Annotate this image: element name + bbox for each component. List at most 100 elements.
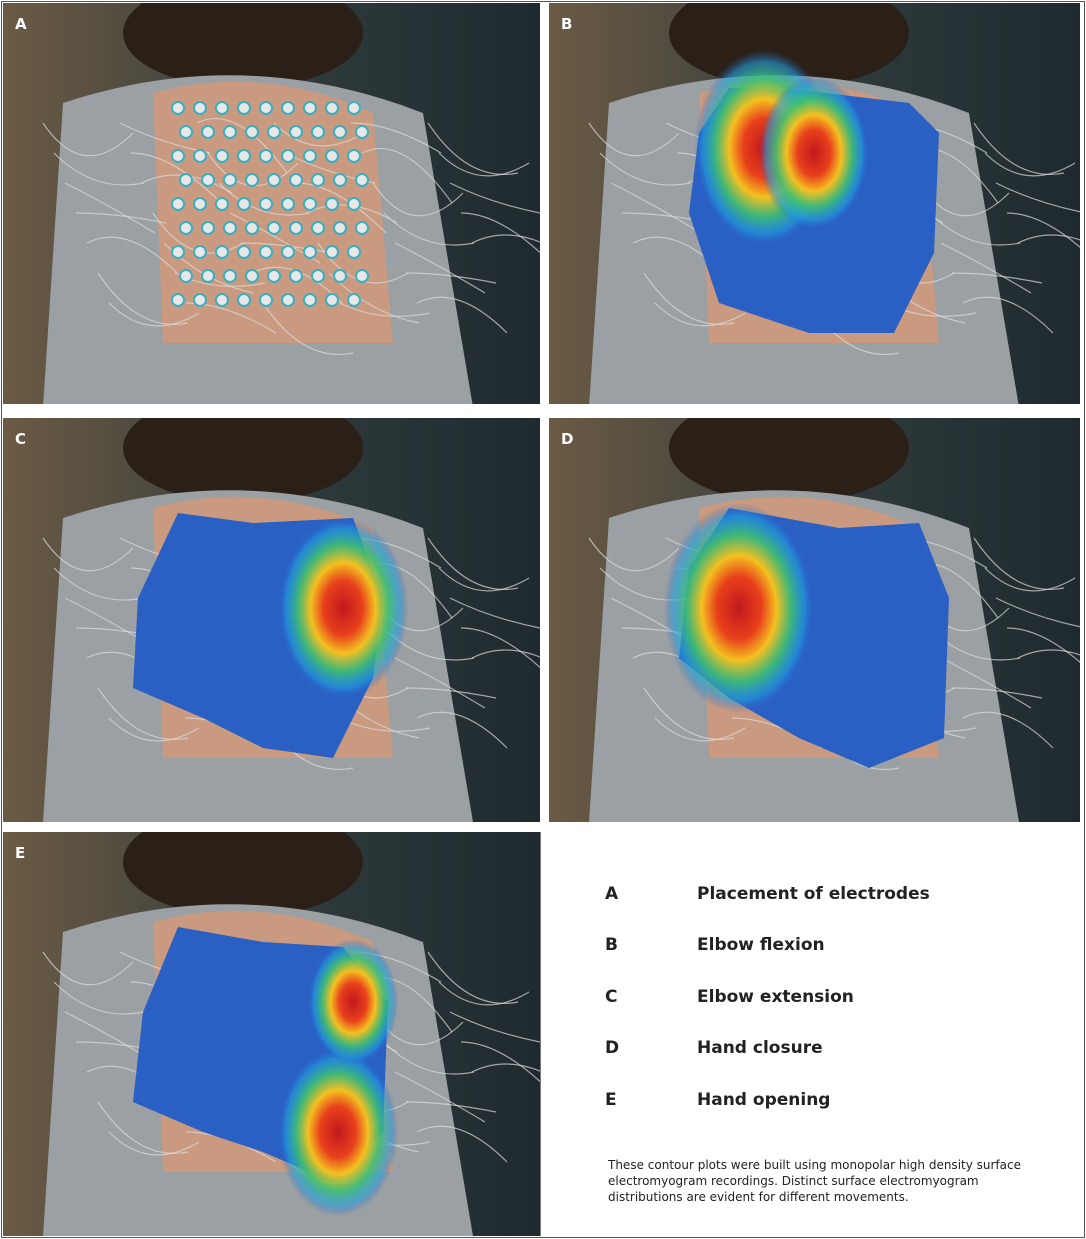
- electrode: [326, 294, 338, 306]
- electrode: [216, 150, 228, 162]
- electrode: [282, 294, 294, 306]
- panel-label: D: [561, 430, 573, 448]
- electrode: [202, 222, 214, 234]
- electrode: [224, 126, 236, 138]
- electrode: [312, 126, 324, 138]
- electrode: [216, 294, 228, 306]
- electrode: [180, 222, 192, 234]
- electrode: [312, 270, 324, 282]
- electrode: [348, 198, 360, 210]
- electrode: [334, 270, 346, 282]
- heat-spot: [664, 503, 814, 713]
- electrode: [348, 294, 360, 306]
- electrode: [180, 174, 192, 186]
- electrode: [202, 126, 214, 138]
- photo-panel: C: [3, 418, 540, 822]
- electrode: [260, 198, 272, 210]
- electrode: [312, 174, 324, 186]
- electrode: [304, 198, 316, 210]
- electrode: [268, 174, 280, 186]
- electrode: [194, 198, 206, 210]
- legend-text: Elbow flexion: [697, 935, 825, 955]
- panel-label: B: [561, 15, 572, 33]
- electrode: [180, 126, 192, 138]
- electrode: [260, 246, 272, 258]
- electrode: [238, 246, 250, 258]
- legend-letter: E: [605, 1090, 617, 1110]
- electrode: [304, 294, 316, 306]
- electrode: [246, 126, 258, 138]
- electrode: [172, 198, 184, 210]
- heat-spot: [278, 1048, 398, 1216]
- electrode: [348, 246, 360, 258]
- electrode: [326, 198, 338, 210]
- electrode: [202, 270, 214, 282]
- heat-spot: [308, 939, 398, 1065]
- electrode: [312, 222, 324, 234]
- electrode: [334, 174, 346, 186]
- electrode: [180, 270, 192, 282]
- electrode: [224, 222, 236, 234]
- electrode: [290, 174, 302, 186]
- electrode: [238, 294, 250, 306]
- electrode: [224, 270, 236, 282]
- legend-text: Elbow extension: [697, 987, 854, 1007]
- electrode: [356, 222, 368, 234]
- electrode: [282, 150, 294, 162]
- legend-text: Placement of electrodes: [697, 884, 930, 904]
- electrode: [202, 174, 214, 186]
- electrode: [356, 270, 368, 282]
- electrode: [304, 102, 316, 114]
- electrode: [290, 270, 302, 282]
- electrode: [172, 150, 184, 162]
- electrode: [282, 246, 294, 258]
- electrode: [194, 150, 206, 162]
- electrode: [260, 150, 272, 162]
- electrode: [326, 102, 338, 114]
- electrode: [216, 246, 228, 258]
- photo-panel: A: [3, 3, 540, 404]
- legend-letter: A: [605, 884, 618, 904]
- electrode: [356, 174, 368, 186]
- electrode: [356, 126, 368, 138]
- electrode: [172, 102, 184, 114]
- heat-spot: [759, 76, 869, 230]
- panel-label: A: [15, 15, 27, 33]
- electrode: [334, 126, 346, 138]
- electrode: [304, 246, 316, 258]
- legend-letter: B: [605, 935, 618, 955]
- legend-text: Hand closure: [697, 1038, 823, 1058]
- electrode: [172, 246, 184, 258]
- photo-panel: D: [549, 418, 1080, 822]
- electrode: [304, 150, 316, 162]
- electrode: [334, 222, 346, 234]
- electrode: [282, 102, 294, 114]
- electrode: [194, 294, 206, 306]
- electrode: [268, 126, 280, 138]
- panel-label: C: [15, 430, 26, 448]
- caption: These contour plots were built using mon…: [608, 1157, 1028, 1205]
- electrode: [260, 102, 272, 114]
- legend-letter: D: [605, 1038, 619, 1058]
- electrode: [238, 102, 250, 114]
- legend: A Placement of electrodes B Elbow flexio…: [540, 832, 1081, 1236]
- electrode: [246, 174, 258, 186]
- electrode: [260, 294, 272, 306]
- electrode: [224, 174, 236, 186]
- electrode: [216, 198, 228, 210]
- legend-letter: C: [605, 987, 617, 1007]
- electrode: [268, 270, 280, 282]
- electrode: [246, 222, 258, 234]
- electrode: [290, 126, 302, 138]
- electrode: [348, 102, 360, 114]
- electrode: [238, 150, 250, 162]
- electrode: [246, 270, 258, 282]
- electrode: [238, 198, 250, 210]
- panel-label: E: [15, 844, 25, 862]
- electrode: [326, 246, 338, 258]
- electrode: [194, 246, 206, 258]
- electrode: [194, 102, 206, 114]
- electrode: [348, 150, 360, 162]
- electrode: [290, 222, 302, 234]
- heat-spot: [278, 517, 408, 699]
